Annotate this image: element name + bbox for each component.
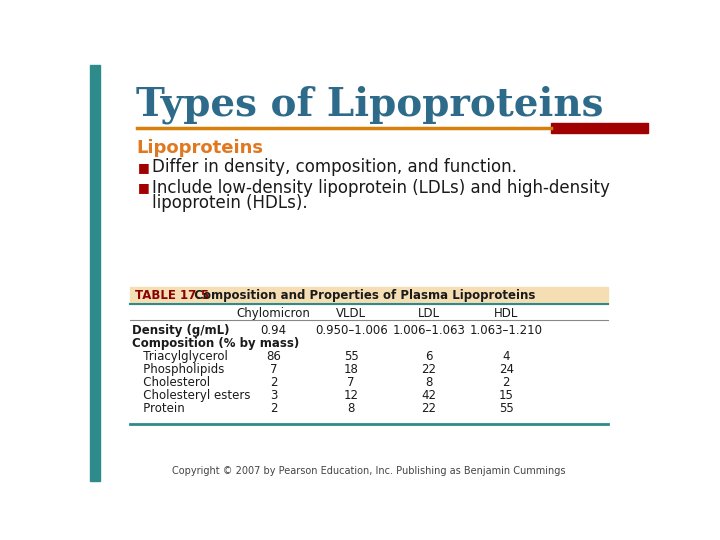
Text: Include low-density lipoprotein (LDLs) and high-density: Include low-density lipoprotein (LDLs) a… [152,179,610,197]
Text: 7: 7 [270,363,277,376]
Text: Lipoproteins: Lipoproteins [137,139,264,157]
Text: VLDL: VLDL [336,307,366,320]
Text: ■: ■ [138,161,150,174]
Text: 42: 42 [421,389,436,402]
Text: Chylomicron: Chylomicron [237,307,310,320]
Text: 0.950–1.006: 0.950–1.006 [315,324,387,337]
Text: Protein: Protein [132,402,184,415]
Text: 1.006–1.063: 1.006–1.063 [392,324,465,337]
Text: 18: 18 [343,363,359,376]
Text: 55: 55 [499,402,513,415]
Text: 86: 86 [266,350,281,363]
Text: Cholesterol: Cholesterol [132,376,210,389]
Text: LDL: LDL [418,307,440,320]
Text: 22: 22 [421,402,436,415]
Text: Copyright © 2007 by Pearson Education, Inc. Publishing as Benjamin Cummings: Copyright © 2007 by Pearson Education, I… [172,467,566,476]
Bar [130,287,608,303]
Text: 24: 24 [499,363,513,376]
Text: ■: ■ [138,181,150,194]
Text: 55: 55 [344,350,359,363]
Text: TABLE 17.5: TABLE 17.5 [135,288,209,301]
Text: 8: 8 [425,376,433,389]
Text: Phospholipids: Phospholipids [132,363,224,376]
Text: 2: 2 [270,402,277,415]
Text: Density (g/mL): Density (g/mL) [132,324,230,337]
Text: 3: 3 [270,389,277,402]
Text: Differ in density, composition, and function.: Differ in density, composition, and func… [152,158,517,176]
Text: HDL: HDL [494,307,518,320]
Text: 7: 7 [348,376,355,389]
Bar [551,123,648,133]
Text: 12: 12 [343,389,359,402]
Text: Types of Lipoproteins: Types of Lipoproteins [137,85,604,124]
Text: 1.063–1.210: 1.063–1.210 [469,324,543,337]
Text: Composition and Properties of Plasma Lipoproteins: Composition and Properties of Plasma Lip… [186,288,536,301]
Text: 2: 2 [270,376,277,389]
Text: 22: 22 [421,363,436,376]
Text: 8: 8 [348,402,355,415]
Text: 2: 2 [503,376,510,389]
Text: 4: 4 [503,350,510,363]
Text: Triacylglycerol: Triacylglycerol [132,350,228,363]
Text: 0.94: 0.94 [261,324,287,337]
Text: Cholesteryl esters: Cholesteryl esters [132,389,251,402]
Bar [90,65,100,481]
Text: lipoprotein (HDLs).: lipoprotein (HDLs). [152,194,307,212]
Text: 15: 15 [499,389,513,402]
Text: 6: 6 [425,350,433,363]
Text: Composition (% by mass): Composition (% by mass) [132,337,299,350]
